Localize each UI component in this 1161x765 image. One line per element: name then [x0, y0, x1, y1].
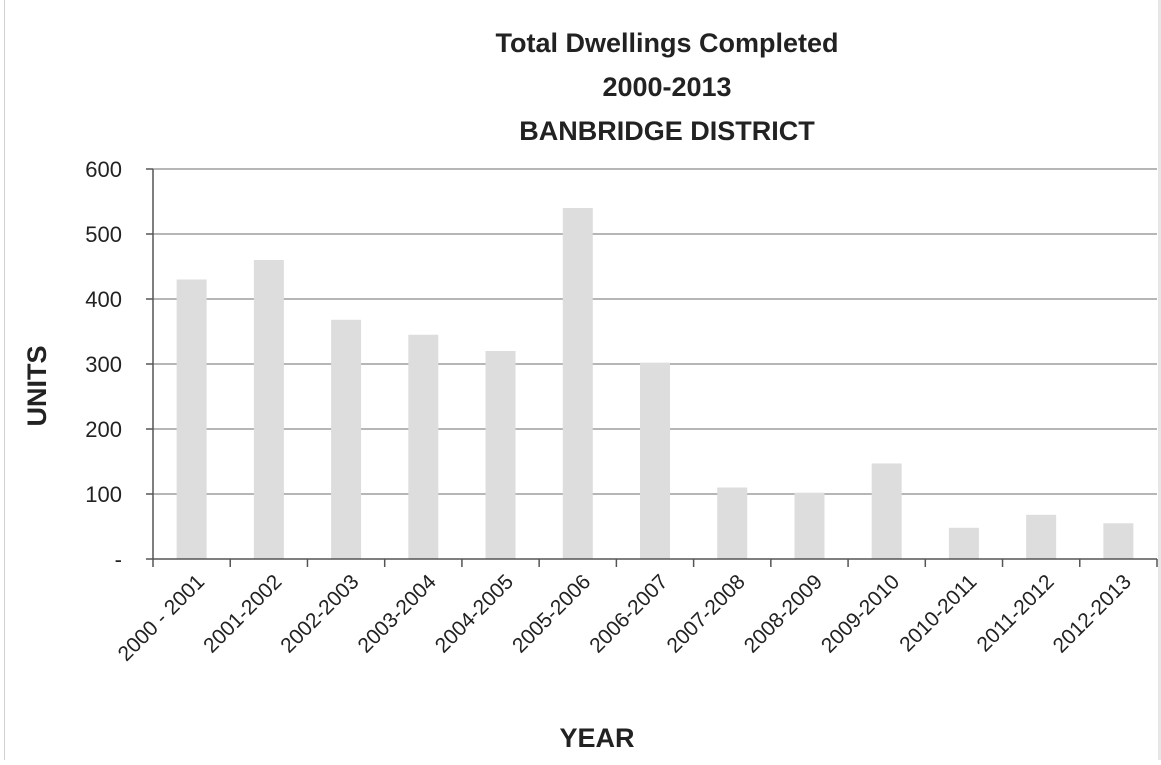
y-axis-title: UNITS	[22, 346, 52, 427]
bar	[717, 487, 748, 559]
x-tick-label: 2010-2011	[895, 570, 981, 656]
x-tick-label: 2007-2008	[662, 570, 749, 657]
bar	[640, 362, 670, 559]
y-tick-label: 200	[85, 417, 122, 442]
chart-title-line-2: 2000-2013	[602, 72, 731, 102]
x-axis-title: YEAR	[559, 723, 634, 753]
bar	[1103, 523, 1134, 559]
bar	[331, 319, 362, 559]
x-tick-labels: 2000 - 20012001-20022002-20032003-200420…	[114, 570, 1136, 666]
bar	[408, 334, 439, 559]
bar	[871, 463, 902, 559]
y-tick-labels: - 100 200 300 400 500 600	[85, 157, 122, 572]
bar	[253, 260, 284, 559]
x-tick-label: 2001-2002	[199, 570, 286, 657]
scan-edge-left	[4, 0, 5, 760]
x-tick-label: 2006-2007	[585, 570, 672, 657]
bar	[1026, 514, 1057, 559]
y-tick-label: -	[115, 547, 122, 572]
x-tick-label: 2003-2004	[354, 570, 442, 658]
chart-title: Total Dwellings Completed 2000-2013 BANB…	[495, 28, 838, 146]
x-tick-label: 2005-2006	[508, 570, 595, 657]
gridlines	[153, 168, 1157, 495]
chart-title-line-1: Total Dwellings Completed	[495, 28, 838, 58]
x-tick-label: 2012-2013	[1049, 570, 1136, 657]
chart-title-line-3: BANBRIDGE DISTRICT	[519, 116, 815, 146]
y-tick-label: 100	[85, 482, 122, 507]
scan-edge-right	[1158, 0, 1161, 760]
x-tick-label: 2002-2003	[276, 570, 363, 657]
y-tick-label: 500	[85, 222, 122, 247]
axes	[146, 168, 1158, 567]
x-tick-label: 2004-2005	[431, 570, 518, 657]
y-tick-label: 400	[85, 287, 122, 312]
bar	[948, 527, 979, 559]
y-tick-label: 300	[85, 352, 122, 377]
bar	[176, 279, 207, 559]
bar	[794, 492, 825, 559]
bar	[562, 208, 593, 559]
bars	[176, 208, 1134, 559]
y-tick-label: 600	[85, 157, 122, 182]
x-tick-label: 2011-2012	[973, 570, 1059, 656]
x-tick-label: 2000 - 2001	[114, 570, 210, 666]
bar	[485, 351, 516, 559]
x-tick-label: 2008-2009	[740, 570, 827, 657]
x-tick-label: 2009-2010	[817, 570, 904, 657]
